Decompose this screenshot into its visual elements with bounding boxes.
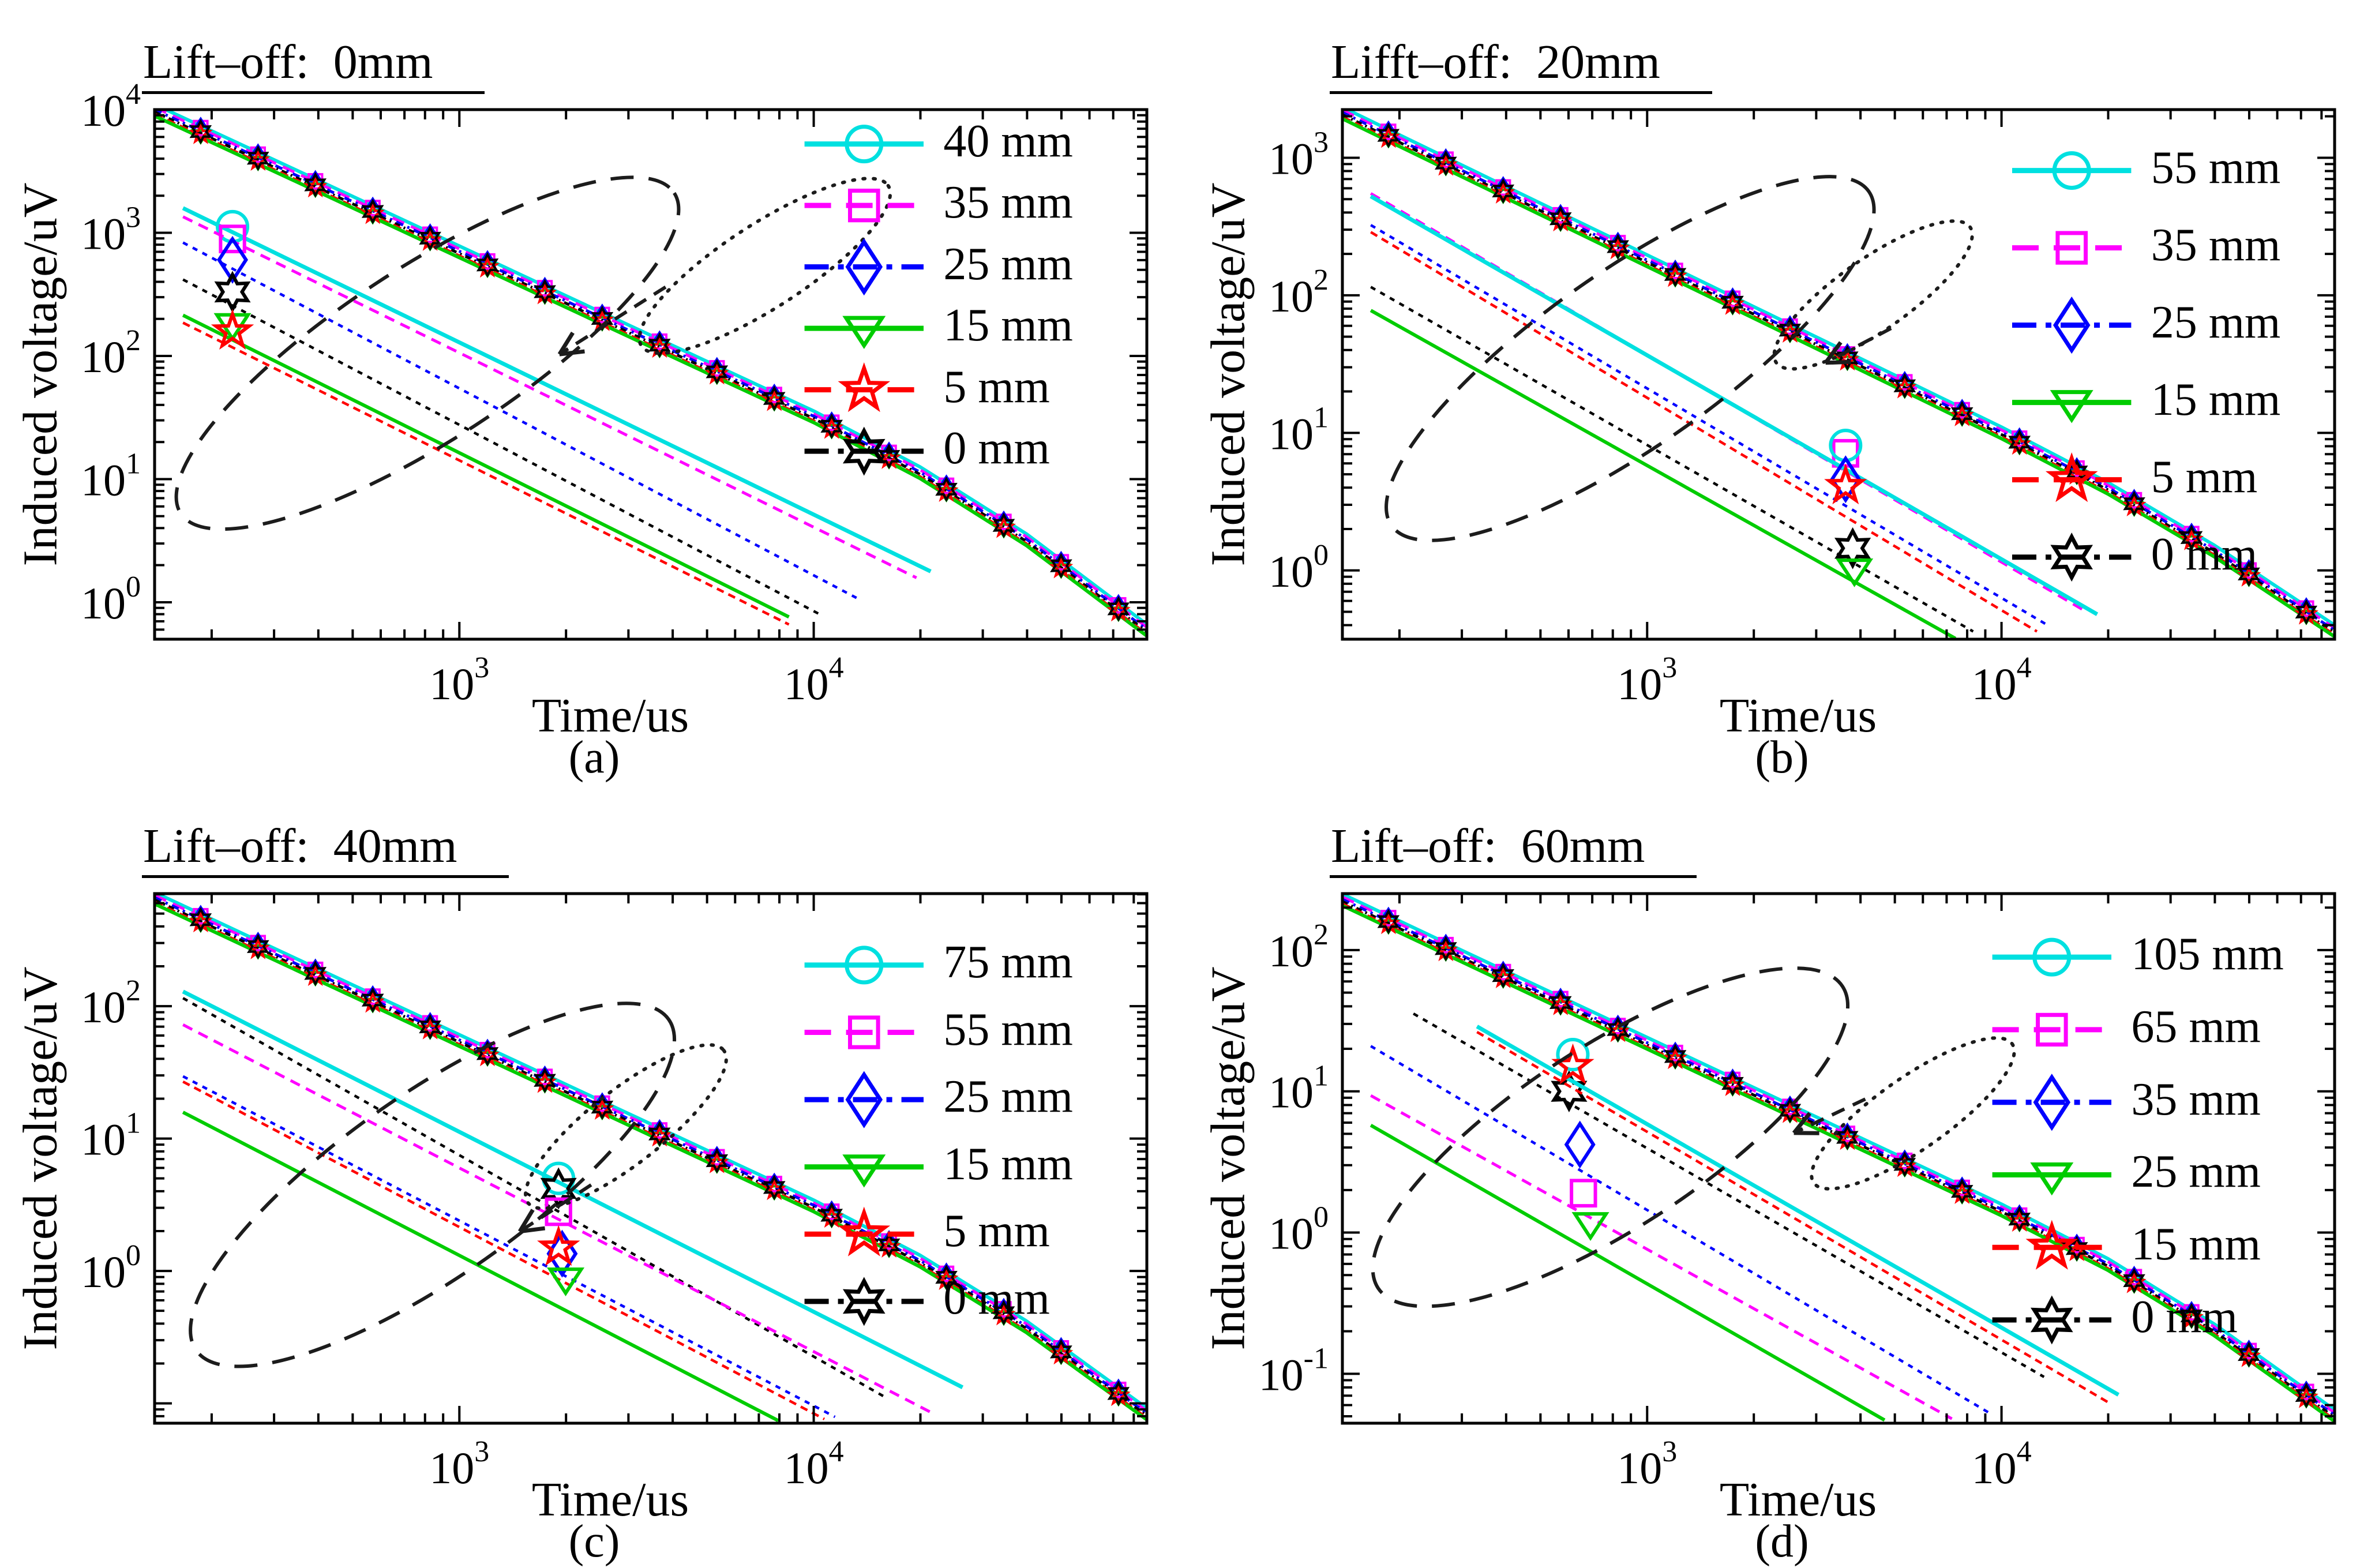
legend-item-label: 25 mm (943, 1071, 1072, 1123)
legend-item-label: 15 mm (943, 1138, 1072, 1191)
legend-item-label: 15 mm (2151, 374, 2280, 426)
legend-item-label: 15 mm (943, 299, 1072, 352)
dashed-ellipse-annotation (1329, 910, 1892, 1364)
difference-line (1371, 287, 1973, 631)
triangle-marker (846, 1157, 882, 1184)
axis-tick-label: 103 (429, 651, 489, 709)
axis-tick-label: 10-1 (1259, 1342, 1329, 1400)
legend-item-label: 75 mm (943, 936, 1072, 989)
dotted-ellipse-annotation (1793, 1015, 2032, 1212)
axis-tick-label: 100 (81, 1239, 141, 1297)
panel-a-caption: (a) (569, 732, 620, 784)
legend-item-label: 65 mm (2131, 1001, 2260, 1053)
panel-b: 103 104 103 102 101 100 Lifft–off: 20mm Induc… (1188, 0, 2375, 783)
legend-item-label: 40 mm (943, 115, 1072, 168)
panel-b-title: Lifft–off: 20mm (1330, 36, 1712, 94)
axis-tick-label: 102 (81, 324, 141, 382)
difference-line (1371, 196, 2097, 614)
difference-line (1413, 1014, 2044, 1377)
difference-line (1371, 310, 1956, 639)
legend-item-label: 5 mm (943, 361, 1049, 414)
axis-tick-label: 102 (1269, 918, 1329, 976)
difference-line (183, 1082, 824, 1419)
axis-tick-label: 104 (1972, 651, 2032, 709)
axis-tick-label: 102 (1269, 264, 1329, 321)
axis-tick-label: 104 (1972, 1435, 2032, 1493)
axis-tick-label: 104 (81, 78, 141, 136)
panel-d-caption: (d) (1755, 1516, 1809, 1568)
axis-tick-label: 101 (81, 447, 141, 505)
panel-d-title: Lift–off: 60mm (1330, 820, 1697, 878)
legend-item-label: 15 mm (2131, 1218, 2260, 1271)
difference-line (183, 315, 789, 617)
axis-tick-label: 101 (1269, 401, 1329, 459)
legend-item-label: 25 mm (2151, 297, 2280, 349)
legend-item-label: 35 mm (943, 177, 1072, 229)
axis-tick-label: 100 (81, 571, 141, 628)
legend-item-label: 5 mm (943, 1205, 1049, 1258)
legend-item-label: 35 mm (2131, 1074, 2260, 1126)
panel-b-ylabel: Induced voltage/uV (1200, 183, 1256, 567)
panel-c: 103 104 102 101 100 Lift–off: 40mm Induced v… (0, 784, 1187, 1567)
axis-tick-label: 101 (81, 1107, 141, 1165)
panel-a-ylabel: Induced voltage/uV (13, 183, 69, 567)
legend-item-label: 105 mm (2131, 928, 2283, 981)
diamond-marker (1566, 1124, 1593, 1165)
difference-line (183, 1076, 835, 1417)
difference-line (183, 1112, 778, 1421)
dotted-ellipse-annotation (505, 1021, 746, 1232)
axis-tick-label: 103 (1617, 1435, 1677, 1493)
axis-tick-label: 104 (784, 1435, 844, 1493)
star5-marker (542, 1231, 575, 1262)
axis-tick-label: 103 (429, 1435, 489, 1493)
axis-tick-label: 103 (81, 201, 141, 258)
legend-item-label: 25 mm (943, 238, 1072, 291)
difference-line (183, 280, 821, 615)
axis-tick-label: 100 (1269, 1201, 1329, 1259)
legend-item-label: 55 mm (943, 1003, 1072, 1056)
triangle-marker (2054, 392, 2089, 419)
difference-line (1371, 1126, 1885, 1420)
panel-d-ylabel: Induced voltage/uV (1200, 967, 1256, 1351)
panel-c-title: Lift–off: 40mm (142, 820, 509, 878)
difference-line (183, 217, 916, 578)
axis-tick-label: 102 (81, 974, 141, 1032)
panel-b-caption: (b) (1755, 732, 1809, 784)
difference-line (183, 243, 860, 600)
axis-tick-label: 100 (1269, 539, 1329, 597)
axis-tick-label: 103 (1617, 651, 1677, 709)
panel-c-caption: (c) (569, 1516, 620, 1568)
square-marker (1571, 1180, 1595, 1206)
axis-tick-label: 103 (1269, 126, 1329, 183)
triangle-marker (846, 318, 882, 345)
panel-a-title: Lift–off: 0mm (142, 36, 485, 94)
legend-item-label: 55 mm (2151, 142, 2280, 194)
legend-item-label: 0 mm (943, 1273, 1049, 1325)
axis-tick-label: 104 (784, 651, 844, 709)
legend-item-label: 25 mm (2131, 1146, 2260, 1198)
legend-item-label: 5 mm (2151, 451, 2257, 504)
triangle-marker (2034, 1164, 2070, 1191)
legend-item-label: 0 mm (943, 422, 1049, 475)
panel-a: 103 104 104 103 102 101 100 Lift–off: 0mm Indu… (0, 0, 1187, 783)
difference-line (1371, 1046, 1991, 1413)
axis-tick-label: 101 (1269, 1060, 1329, 1117)
legend-item-label: 35 mm (2151, 219, 2280, 272)
panel-d: 103 104 102 101 100 10-1 Lift–off: 60mm Induc… (1188, 784, 2375, 1567)
legend-item-label: 0 mm (2131, 1291, 2237, 1344)
legend-item-label: 0 mm (2151, 528, 2257, 581)
panel-c-ylabel: Induced voltage/uV (13, 967, 69, 1351)
